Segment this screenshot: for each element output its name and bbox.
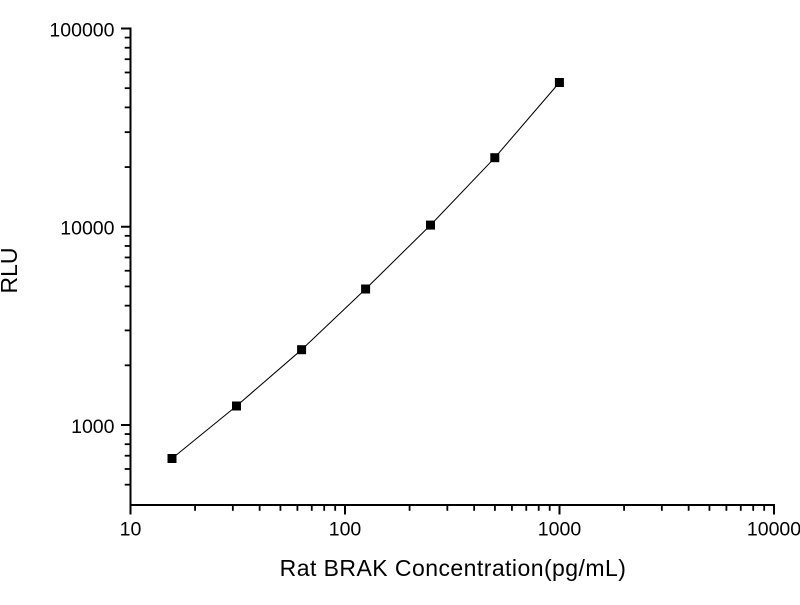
svg-text:10: 10 xyxy=(120,519,142,541)
svg-text:Rat BRAK Concentration(pg/mL): Rat BRAK Concentration(pg/mL) xyxy=(280,555,627,581)
svg-text:RLU: RLU xyxy=(0,247,22,293)
svg-text:1000: 1000 xyxy=(71,416,115,438)
svg-text:10000: 10000 xyxy=(747,519,800,541)
svg-text:10000: 10000 xyxy=(60,218,114,240)
svg-text:1000: 1000 xyxy=(538,519,582,541)
svg-text:100000: 100000 xyxy=(49,19,114,41)
svg-text:100: 100 xyxy=(329,519,362,541)
